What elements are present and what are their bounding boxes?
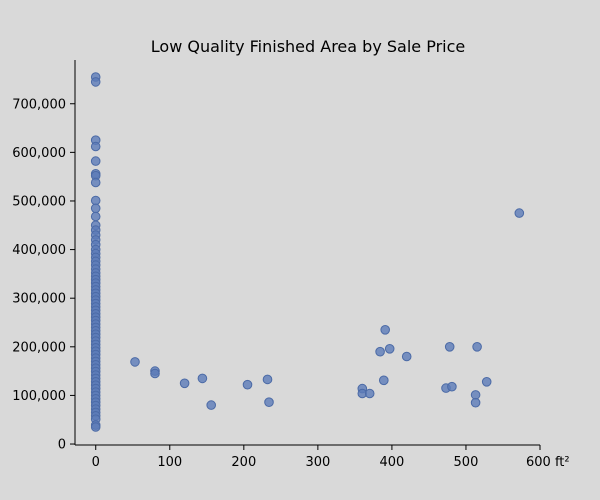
data-point	[379, 375, 389, 386]
data-point	[364, 388, 375, 399]
data-point	[90, 422, 101, 432]
x-axis-ticks: 0 100 200 300 400 500 600 ft²	[92, 445, 570, 470]
x-tick-label: 500	[454, 455, 479, 470]
data-point	[90, 141, 101, 152]
data-point	[90, 211, 101, 222]
data-point	[90, 156, 101, 166]
y-tick-label: 600,000	[12, 146, 66, 161]
y-tick-label: 500,000	[12, 194, 66, 209]
data-point	[375, 346, 385, 357]
data-point	[179, 378, 190, 389]
data-point	[206, 400, 216, 410]
x-tick-label: 600 ft²	[526, 455, 570, 470]
y-tick-label: 400,000	[12, 243, 66, 258]
x-tick-label: 400	[379, 455, 404, 470]
y-axis-ticks: 0 100,000 200,000 300,000 400,000 500,000 600,…	[12, 97, 75, 453]
data-point	[262, 374, 273, 385]
data-point	[384, 344, 395, 354]
data-point	[401, 351, 412, 362]
x-tick-label: 0	[92, 455, 100, 470]
data-point	[130, 357, 140, 367]
y-tick-label: 700,000	[12, 97, 66, 112]
x-tick-label: 100	[157, 455, 182, 470]
data-point	[444, 342, 455, 352]
data-point	[150, 368, 160, 379]
y-tick-label: 100,000	[12, 389, 66, 404]
x-tick-label: 300	[305, 455, 330, 470]
data-point	[90, 77, 101, 87]
data-point	[90, 177, 101, 188]
y-tick-label: 200,000	[12, 340, 66, 355]
x-tick-label: 200	[231, 455, 256, 470]
data-point	[514, 208, 525, 218]
data-point	[242, 379, 253, 390]
data-points	[90, 72, 525, 432]
data-point	[380, 325, 391, 335]
chart-title: Low Quality Finished Area by Sale Price	[151, 37, 465, 56]
data-point	[197, 373, 208, 384]
data-point	[447, 381, 457, 392]
y-tick-label: 0	[58, 438, 66, 453]
y-tick-label: 300,000	[12, 292, 66, 307]
data-point	[481, 377, 492, 387]
data-point	[264, 397, 274, 408]
data-point	[90, 203, 101, 214]
data-point	[470, 397, 481, 408]
data-point	[472, 342, 482, 352]
